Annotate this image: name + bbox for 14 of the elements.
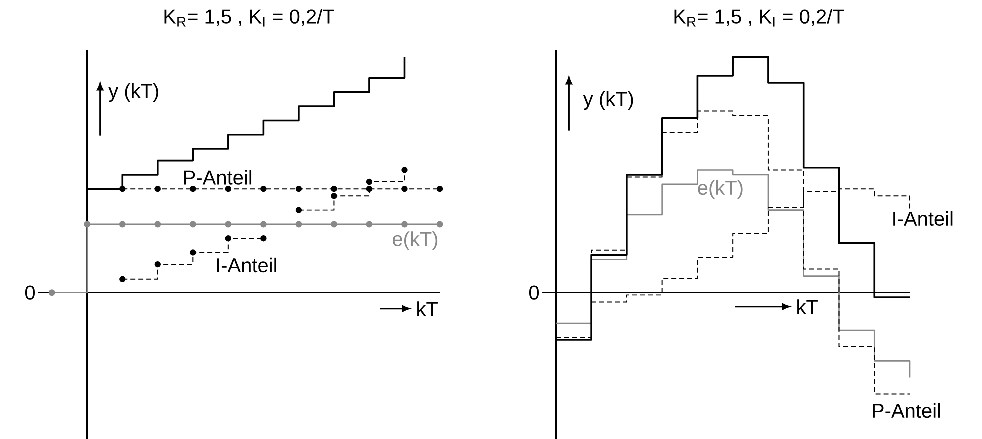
series-label: e(kT)	[392, 232, 438, 250]
series-label: P-Anteil	[184, 170, 252, 185]
y-axis-title: y (kT)	[583, 91, 634, 110]
chart-title: K$_{R}$= 1,5 , K$_{I}$ = 0,2/T	[164, 9, 334, 27]
legend-label: I-Anteil	[217, 258, 276, 273]
text: 0	[25, 286, 36, 300]
series-label: P-Anteil	[873, 403, 940, 418]
y-axis-title: y (kT)	[108, 83, 158, 102]
series-label: I-Anteil	[894, 211, 953, 226]
x-axis-title: kT	[418, 302, 438, 316]
chart-title: K$_{R}$= 1,5 , K$_{I}$ = 0,2/T	[674, 9, 844, 27]
text: 0	[529, 286, 540, 300]
series-label: e(kT)	[698, 180, 743, 200]
x-axis-title: kT	[798, 300, 818, 314]
